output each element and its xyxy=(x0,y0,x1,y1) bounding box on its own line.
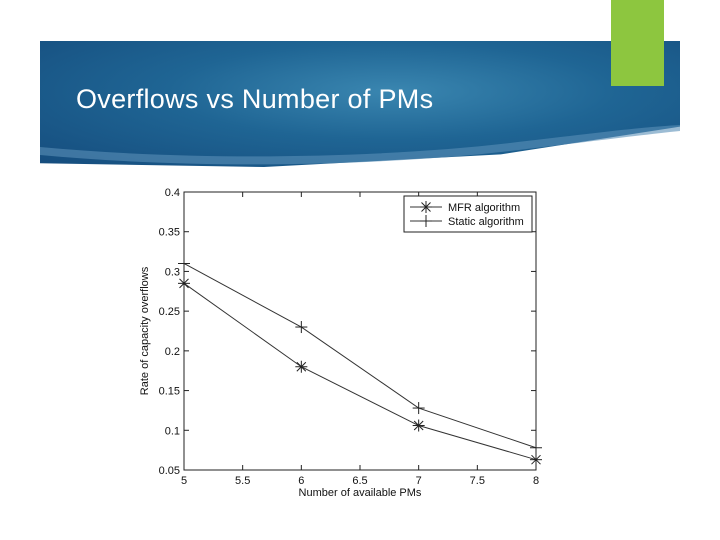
data-point-1-1 xyxy=(295,321,308,334)
y-tick-label: 0.2 xyxy=(165,346,180,358)
page-title: Overflows vs Number of PMs xyxy=(76,84,434,114)
data-point-0-0 xyxy=(178,277,190,290)
x-tick-label: 6.5 xyxy=(352,475,367,487)
y-tick-label: 0.25 xyxy=(159,306,180,318)
legend-box xyxy=(403,195,533,233)
legend-marker-1 xyxy=(420,215,432,227)
y-tick-label: 0.3 xyxy=(165,266,180,278)
legend-label-1: Static algorithm xyxy=(448,216,524,228)
y-tick-label: 0.4 xyxy=(165,187,180,199)
y-tick-label: 0.05 xyxy=(159,465,180,477)
legend-label-0: MFR algorithm xyxy=(448,202,520,214)
series-line-0 xyxy=(183,282,537,461)
legend-marker-0 xyxy=(420,201,432,213)
data-point-1-0 xyxy=(178,257,190,270)
data-point-0-2 xyxy=(412,419,425,432)
y-tick-label: 0.1 xyxy=(165,425,180,437)
accent-bar xyxy=(611,0,664,86)
series-line-1 xyxy=(183,263,537,449)
line-chart: 5 5.5 6 6.5 7 7.5 8 0.05 0.1 0.15 0.2 0.25 0.3 0.35 0.… xyxy=(139,187,542,499)
data-point-1-3 xyxy=(530,441,542,454)
data-point-0-1 xyxy=(295,360,308,373)
plot-area xyxy=(183,191,537,471)
x-tick-label: 8 xyxy=(533,475,539,487)
x-tick-label: 5.5 xyxy=(235,475,250,487)
data-point-0-3 xyxy=(530,453,542,466)
x-axis-label: Number of available PMs xyxy=(299,487,422,499)
x-tick-label: 6 xyxy=(298,475,304,487)
y-tick-label: 0.35 xyxy=(159,227,180,239)
x-tick-label: 7.5 xyxy=(470,475,485,487)
y-tick-label: 0.15 xyxy=(159,386,180,398)
x-tick-label: 7 xyxy=(416,475,422,487)
x-tick-label: 5 xyxy=(181,475,187,487)
data-point-1-2 xyxy=(412,402,425,415)
y-axis-label: Rate of capacity overflows xyxy=(139,266,151,395)
